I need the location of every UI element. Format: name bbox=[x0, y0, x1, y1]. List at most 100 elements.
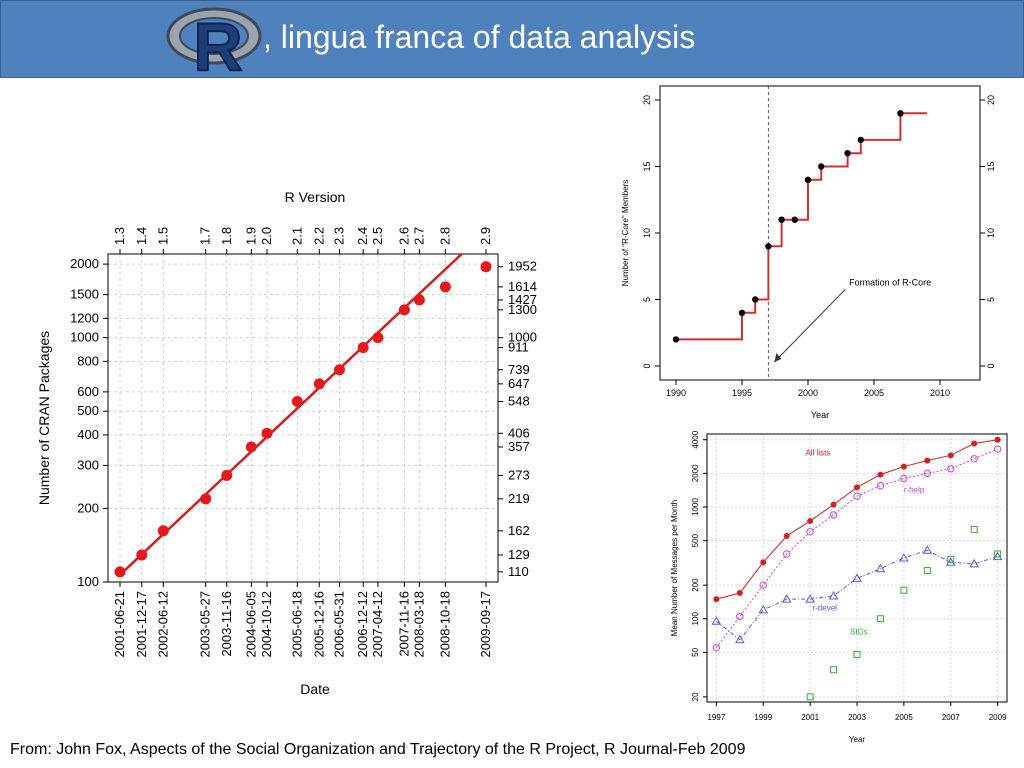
page-title: , lingua franca of data analysis bbox=[263, 19, 696, 55]
right-value-label: 357 bbox=[508, 439, 530, 454]
data-point bbox=[945, 557, 956, 566]
data-point bbox=[711, 616, 722, 625]
data-point bbox=[828, 590, 839, 600]
data-point bbox=[738, 309, 746, 316]
data-point bbox=[970, 525, 978, 533]
y-tick-label: 20 bbox=[642, 95, 652, 105]
y-tick-label: 10 bbox=[642, 228, 652, 238]
series-label: r-devel bbox=[812, 604, 837, 613]
data-point bbox=[853, 650, 861, 658]
data-point bbox=[900, 586, 908, 594]
r-core-members-plot: 0 0 5 5 10 10 15 15 20 20 1990 1995 2000 2005 2010 Form… bbox=[621, 85, 996, 420]
y-tick-label: 200 bbox=[691, 578, 700, 592]
y-axis-title: Number of CRAN Packages bbox=[36, 331, 52, 505]
series-line bbox=[715, 448, 998, 649]
right-value-label: 647 bbox=[508, 376, 530, 391]
x-tick-label: 2009-09-17 bbox=[478, 591, 493, 658]
data-point bbox=[221, 469, 233, 481]
data-point bbox=[413, 294, 425, 306]
right-value-label: 739 bbox=[508, 362, 530, 377]
y-tick-label: 100 bbox=[691, 612, 700, 626]
r-core-members-chart: 0 0 5 5 10 10 15 15 20 20 1990 1995 2000 2005 2010 Form… bbox=[610, 84, 1022, 424]
x-tick-label: 2005-12-16 bbox=[311, 591, 326, 658]
data-point bbox=[372, 332, 384, 344]
data-point bbox=[245, 441, 257, 453]
data-point bbox=[947, 465, 955, 473]
x-tick-label: 2001-06-21 bbox=[112, 591, 127, 658]
version-label: 2.4 bbox=[355, 227, 370, 245]
data-point bbox=[200, 493, 212, 505]
annotation-label: Formation of R-Core bbox=[849, 278, 931, 288]
version-label: 2.3 bbox=[331, 227, 346, 245]
version-label: 1.9 bbox=[243, 227, 258, 245]
right-tick-label: 15 bbox=[986, 161, 996, 171]
data-point bbox=[782, 550, 791, 558]
data-point bbox=[291, 395, 303, 407]
x-tick-label: 2004-10-12 bbox=[259, 591, 274, 658]
data-point bbox=[922, 545, 933, 554]
x-tick-label: 1997 bbox=[707, 713, 725, 722]
y-tick-label: 1500 bbox=[70, 287, 99, 302]
cran-packages-chart: 100 200 300 400 500 600 800 1000 1200 1500 2000 200… bbox=[30, 180, 585, 700]
y-axis-title: Number of "R-Core" Members bbox=[621, 180, 630, 287]
data-point bbox=[439, 281, 451, 293]
right-value-label: 1300 bbox=[508, 302, 537, 317]
x-axis-title: Year bbox=[849, 735, 866, 744]
data-point bbox=[136, 549, 148, 561]
y-tick-label: 100 bbox=[77, 574, 99, 589]
y-tick-label: 1000 bbox=[691, 498, 700, 516]
data-point bbox=[313, 378, 325, 390]
y-tick-label: 0 bbox=[642, 363, 652, 368]
data-point bbox=[971, 440, 978, 447]
annotation-arrowhead bbox=[774, 353, 782, 362]
data-point bbox=[923, 567, 931, 575]
source-citation: From: John Fox, Aspects of the Social Or… bbox=[10, 741, 746, 758]
data-point bbox=[877, 471, 884, 478]
r-logo-letter: R bbox=[193, 9, 242, 76]
data-point bbox=[830, 666, 838, 674]
version-label: 1.3 bbox=[112, 227, 127, 245]
regression-line bbox=[119, 253, 463, 576]
plot-frame bbox=[706, 433, 1008, 703]
data-point bbox=[852, 573, 862, 582]
x-tick-label: 1999 bbox=[754, 713, 772, 722]
version-label: 1.4 bbox=[134, 227, 149, 245]
data-point bbox=[844, 150, 851, 157]
version-label: 2.0 bbox=[259, 227, 274, 245]
x-tick-label: 2000 bbox=[798, 388, 818, 398]
data-point bbox=[900, 463, 907, 470]
data-point bbox=[806, 528, 814, 536]
data-point bbox=[924, 457, 931, 464]
data-point bbox=[261, 427, 273, 439]
x-tick-label: 2003-05-27 bbox=[198, 591, 213, 658]
right-value-label: 1614 bbox=[508, 279, 537, 294]
data-point bbox=[829, 511, 838, 519]
y-tick-label: 20 bbox=[691, 692, 700, 701]
data-point bbox=[897, 110, 904, 117]
right-value-label: 129 bbox=[508, 547, 530, 562]
data-point bbox=[752, 296, 759, 303]
data-point bbox=[357, 342, 369, 354]
data-point bbox=[854, 484, 860, 491]
plot-frame bbox=[107, 253, 499, 583]
mailing-list-messages-plot: 20 50 100 200 500 1000 2000 4000 1997 1999 2001 200… bbox=[670, 430, 1008, 744]
top-axis-title: R Version bbox=[285, 189, 346, 205]
data-point bbox=[876, 482, 885, 490]
y-tick-label: 500 bbox=[77, 403, 99, 418]
y-tick-label: 600 bbox=[77, 384, 99, 399]
right-value-label: 1000 bbox=[508, 330, 537, 345]
x-tick-label: 2008-10-18 bbox=[437, 591, 452, 658]
data-point bbox=[713, 596, 720, 603]
data-point bbox=[830, 501, 837, 508]
data-point bbox=[992, 551, 1003, 561]
data-point bbox=[398, 304, 410, 316]
data-point bbox=[970, 455, 978, 463]
data-point bbox=[875, 563, 886, 573]
x-axis-title: Year bbox=[811, 410, 829, 420]
y-tick-label: 400 bbox=[77, 427, 99, 442]
y-tick-label: 1000 bbox=[70, 330, 99, 345]
y-tick-label: 4000 bbox=[691, 430, 700, 448]
x-tick-label: 1995 bbox=[732, 388, 752, 398]
series-label: All lists bbox=[805, 448, 830, 457]
right-value-label: 219 bbox=[508, 491, 530, 506]
